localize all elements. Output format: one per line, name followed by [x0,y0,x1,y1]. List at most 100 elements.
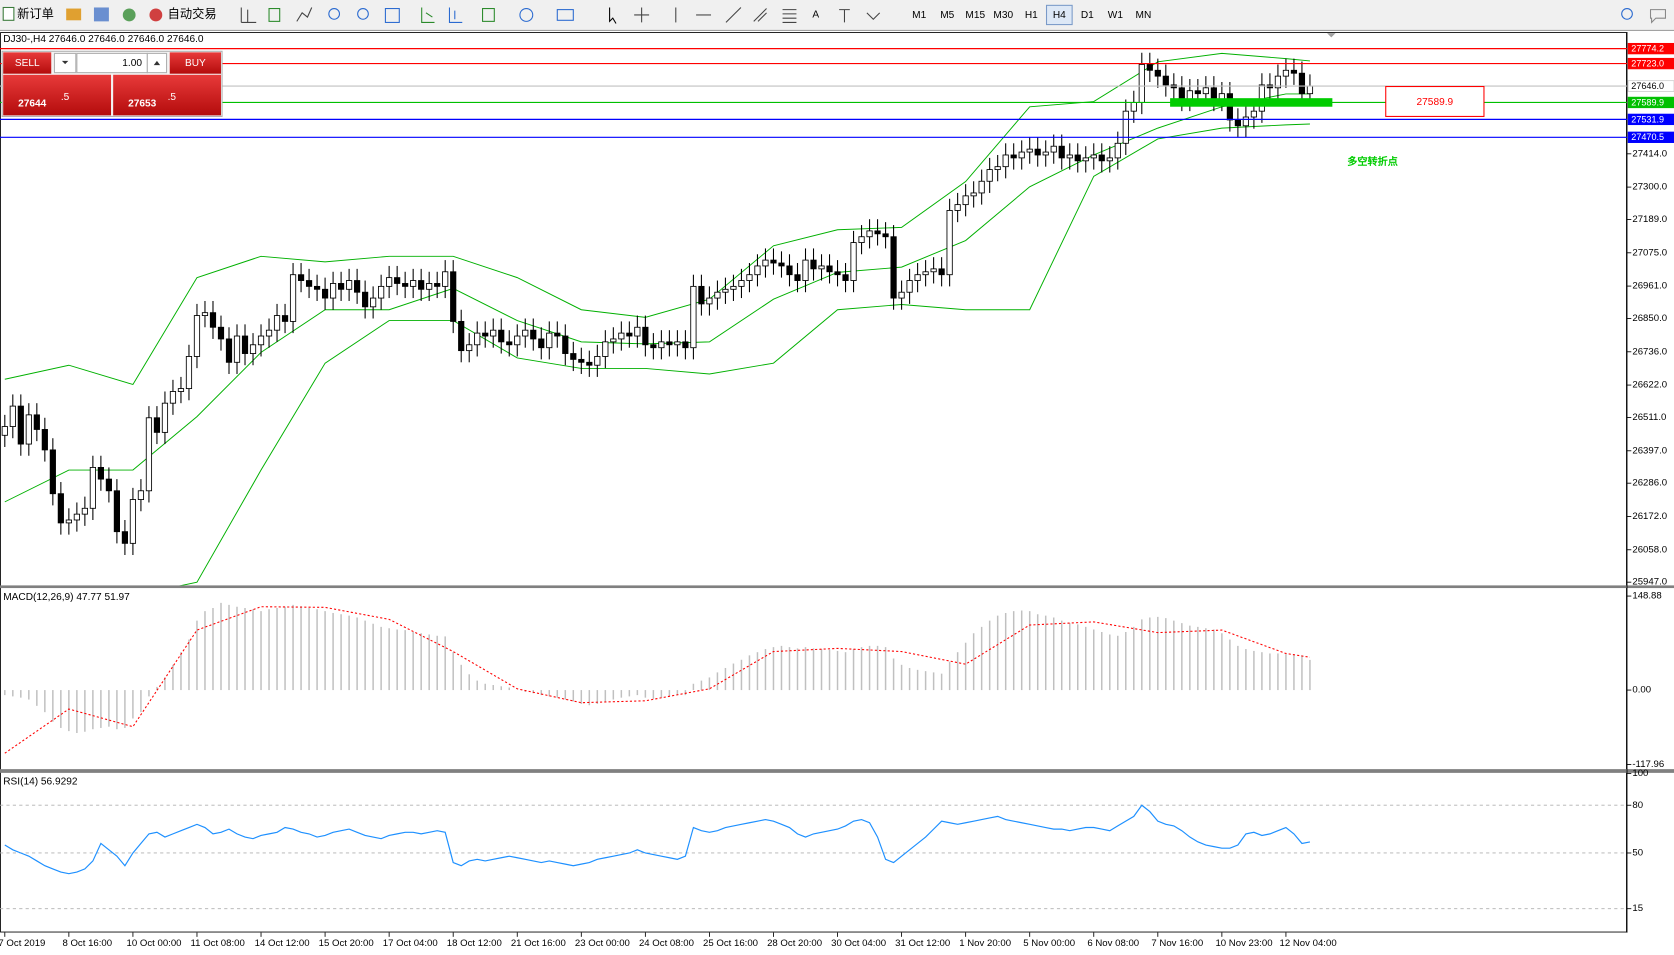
timeframe-button[interactable]: M30 [993,10,1013,21]
sell-button[interactable]: SELL [3,52,52,74]
auto-trading-button[interactable]: 自动交易 [149,6,217,22]
icon-zoom-out[interactable] [357,8,369,20]
candle-body [137,490,145,500]
icon-cursor[interactable] [609,7,617,24]
timeframe-button[interactable]: D1 [1081,10,1094,21]
y-tick-label: 25947.0 [1632,577,1667,588]
buy-price-bg [113,74,221,116]
buy-button[interactable]: BUY [169,52,221,74]
candle-body [1274,75,1282,89]
y-tick-label: 26511.0 [1632,412,1666,423]
candle-body [1002,154,1009,168]
new-order-button[interactable]: 新订单 [2,6,54,21]
candle-body [970,192,977,197]
icon-signals[interactable] [122,8,136,22]
candle-body [1,426,8,436]
icon-zoom-in[interactable] [328,8,341,20]
x-tick-label: 8 Oct 16:00 [62,938,112,949]
x-tick-label: 12 Nov 04:00 [1280,938,1337,949]
candle-body [538,338,545,349]
x-tick-label: 1 Nov 20:00 [959,938,1011,949]
price-level-label: 27470.5 [1631,132,1664,142]
icon-tile[interactable] [384,8,400,23]
auto-trading-label: 自动交易 [168,6,217,21]
candle-body [1010,154,1017,159]
icon-search[interactable] [1621,8,1633,20]
candle-body [1258,84,1266,112]
icon-indicators[interactable] [482,8,495,22]
candle-body [273,315,281,331]
candle-body [466,344,473,352]
icon-fibo[interactable] [782,9,797,23]
icon-folder[interactable] [66,8,82,21]
candle-body [474,332,481,346]
candle-body [153,417,161,433]
icon-chat[interactable] [1649,9,1666,24]
chart-window [0,30,1674,955]
y-tick-label: 100 [1632,768,1648,779]
timeframe-button[interactable]: W1 [1108,10,1124,21]
candle-body [257,335,265,346]
candle-body [1226,93,1233,121]
toolbar [0,0,1674,31]
price-level-label: 27531.9 [1631,114,1664,124]
x-tick-label: 30 Oct 04:00 [831,938,886,949]
panel-plot [0,804,1628,910]
macd-signal-line [4,606,1311,754]
candle-body [794,274,801,281]
icon-line-chart[interactable] [296,7,313,22]
icon-candles[interactable] [268,8,281,22]
timeframe-button[interactable]: H1 [1025,10,1038,21]
candle-body [313,285,321,290]
icon-market[interactable] [93,7,109,22]
candle-body [1106,157,1113,162]
candle-body [249,344,257,354]
candle-body [1042,151,1049,156]
y-tick-label: 27414.0 [1632,148,1667,159]
y-tick-label: 26850.0 [1632,313,1667,324]
timeframe-button[interactable]: MN [1136,10,1152,21]
candle-body [938,268,945,276]
icon-trendline[interactable] [725,7,742,23]
icon-channel[interactable] [753,8,767,22]
candle-body [722,288,729,293]
y-tick-label: 0.00 [1632,685,1651,696]
candle-body [810,259,817,270]
x-tick-label: 18 Oct 12:00 [447,938,502,949]
y-tick-label: 80 [1632,800,1643,811]
timeframe-button[interactable]: M1 [912,10,926,21]
annotation-box [1385,85,1485,117]
timeframe-button[interactable]: M15 [965,10,985,21]
candle-body [209,312,217,328]
x-tick-label: 17 Oct 04:00 [383,938,438,949]
candle-body [49,449,56,495]
candle-body [233,335,241,363]
panel-plot [4,602,1311,754]
candle-body [434,283,441,287]
candle-body [1018,151,1025,159]
candle-body [289,274,297,322]
candle-body [1026,148,1033,153]
icon-bar-chart[interactable] [240,7,257,23]
candle-body [297,274,305,281]
icon-text[interactable]: A [812,10,819,21]
candle-body [1242,116,1249,127]
candle-body [986,169,993,182]
sell-price-box[interactable]: 27644 .5 [3,74,112,116]
icon-templates[interactable] [556,9,574,21]
price-level-box [1627,42,1674,55]
icon-autoscroll[interactable] [421,7,435,23]
icon-shift[interactable] [448,7,463,23]
timeframe-button[interactable]: H4 [1053,10,1066,21]
candle-body [193,315,201,357]
plot-layer: 27414.0 27300.0 27189.0 27075.0 26961.0 26850… [0,42,1674,949]
buy-price-box[interactable]: 27653 .5 [113,74,221,116]
icon-crosshair[interactable] [634,7,650,23]
candle-body [522,329,529,337]
icon-text-label[interactable] [839,9,850,23]
candle-body [658,341,665,349]
icon-arrows[interactable] [866,12,881,20]
icon-periods[interactable] [519,8,534,22]
timeframe-button[interactable]: M5 [940,10,954,21]
